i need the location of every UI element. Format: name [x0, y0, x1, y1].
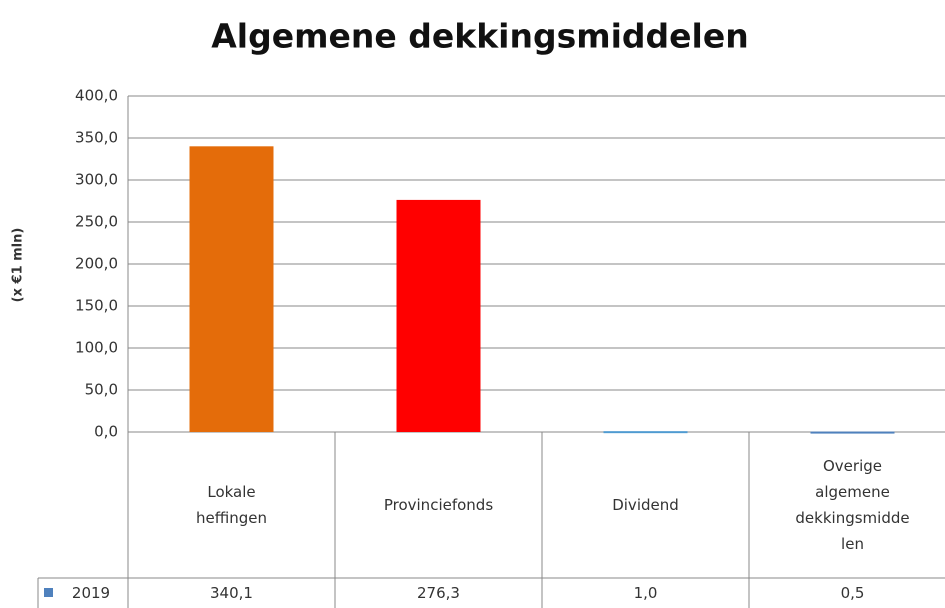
y-tick-label: 100,0: [75, 339, 118, 357]
category-label: Provinciefonds: [335, 432, 542, 578]
legend-marker: [44, 588, 53, 597]
value-label-text: 0,5: [840, 584, 865, 602]
category-label-text: Lokale heffingen: [195, 483, 267, 527]
y-tick-label: 350,0: [75, 129, 118, 147]
y-tick-label: 250,0: [75, 213, 118, 231]
bar: [603, 431, 688, 434]
y-axis-label: (x €1 mln): [11, 228, 26, 303]
value-label-text: 340,1: [210, 584, 253, 602]
value-label: 276,3: [335, 578, 542, 608]
y-tick-label: 150,0: [75, 297, 118, 315]
bar: [189, 146, 274, 433]
y-tick-label: 400,0: [75, 87, 118, 105]
bar: [396, 199, 481, 432]
category-label-text: Overige algemene dekkingsmiddelen: [795, 457, 910, 553]
category-label: Dividend: [542, 432, 749, 578]
y-tick-label: 50,0: [85, 381, 118, 399]
value-label: 0,5: [749, 578, 945, 608]
y-tick-label: 200,0: [75, 255, 118, 273]
value-label-text: 276,3: [417, 584, 460, 602]
category-label-text: Dividend: [612, 496, 679, 514]
category-label: Lokale heffingen: [128, 432, 335, 578]
value-label-text: 1,0: [633, 584, 658, 602]
legend-label: 2019: [56, 578, 126, 608]
chart-title: Algemene dekkingsmiddelen: [211, 17, 748, 56]
bar: [810, 431, 895, 434]
value-label: 1,0: [542, 578, 749, 608]
y-tick-label: 300,0: [75, 171, 118, 189]
value-label: 340,1: [128, 578, 335, 608]
category-label: Overige algemene dekkingsmiddelen: [749, 432, 945, 578]
category-label-text: Provinciefonds: [383, 496, 494, 514]
legend-label-text: 2019: [71, 584, 111, 602]
y-tick-label: 0,0: [94, 423, 118, 441]
